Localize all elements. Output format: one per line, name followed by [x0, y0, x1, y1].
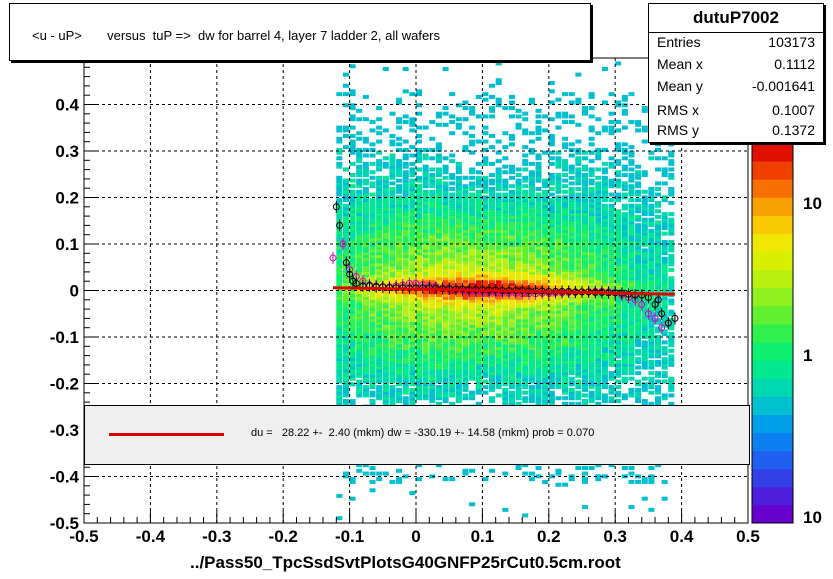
stats-label: RMS x [657, 102, 699, 118]
y-tick-label: -0.4 [50, 468, 80, 487]
palette-cell [752, 504, 793, 524]
magenta-profile-point [658, 324, 666, 332]
palette-cell [752, 269, 793, 289]
stats-value: -0.001641 [751, 78, 815, 94]
palette-cell [752, 233, 793, 253]
x-tick-label: -0.4 [136, 527, 166, 546]
palette-cell [752, 305, 793, 325]
stats-row-entries: Entries 103173 [657, 34, 815, 54]
palette-cell [752, 468, 793, 488]
stats-value: 103173 [768, 34, 815, 50]
magenta-profile-point [339, 240, 347, 248]
x-tick-label: 0 [411, 527, 420, 546]
fit-legend: du = 28.22 +- 2.40 (mkm) dw = -330.19 +-… [84, 405, 750, 465]
title-box: <u - uP> versus tuP => dw for barrel 4, … [9, 3, 591, 61]
y-tick-label: -0.3 [50, 421, 79, 440]
x-tick-label: -0.3 [202, 527, 231, 546]
y-tick-label: 0.3 [55, 142, 79, 161]
black-profile-point [664, 319, 672, 327]
black-profile-point [342, 259, 350, 267]
x-tick-label: 0.3 [603, 527, 627, 546]
chart-title: <u - uP> versus tuP => dw for barrel 4, … [32, 28, 441, 43]
stats-label: Entries [657, 34, 701, 50]
palette-cell [752, 287, 793, 307]
stats-value: 0.1372 [772, 122, 815, 138]
stats-label: Mean x [657, 56, 703, 72]
magenta-profile-point [638, 300, 646, 308]
stats-row-rms-x: RMS x 0.1007 [657, 102, 815, 122]
stats-box: dutuP7002 Entries 103173 Mean x 0.1112 M… [648, 3, 824, 143]
palette-cell [752, 486, 793, 506]
color-palette: 1 10 10 [751, 142, 822, 527]
palette-cell [752, 143, 793, 162]
z-tick-label: 1 [803, 346, 812, 365]
palette-frame [751, 142, 794, 524]
magenta-profile-point [329, 254, 337, 262]
stats-value: 0.1112 [774, 56, 815, 72]
palette-cell [752, 251, 793, 271]
palette-cell [752, 396, 793, 415]
black-profile-point [336, 221, 344, 229]
palette-cell [752, 342, 793, 361]
fit-line [332, 286, 675, 296]
black-profile-point [332, 203, 340, 211]
palette-cell [752, 179, 793, 198]
magenta-profile-point [651, 314, 659, 322]
stats-divider [649, 32, 823, 33]
x-tick-label: 0.4 [670, 527, 694, 546]
black-profile-point [346, 270, 354, 278]
fit-legend-swatch [109, 433, 224, 436]
y-tick-label: -0.5 [50, 514, 79, 533]
y-tick-label: -0.1 [50, 328, 79, 347]
stats-label: Mean y [657, 78, 703, 94]
palette-cell [752, 323, 793, 343]
palette-cell [752, 414, 793, 434]
y-tick-label: 0 [70, 282, 79, 301]
palette-cell [752, 450, 793, 470]
z-tick-label: 10 [803, 194, 822, 213]
palette-cell [752, 161, 793, 180]
black-profile-point [671, 314, 679, 322]
palette-cell [752, 378, 793, 397]
x-tick-label: -0.1 [335, 527, 364, 546]
x-tick-label: -0.2 [269, 527, 298, 546]
palette-cell [752, 432, 793, 452]
y-tick-label: 0.1 [55, 235, 79, 254]
stats-row-rms-y: RMS y 0.1372 [657, 122, 815, 142]
x-tick-label: -0.5 [69, 527, 98, 546]
black-profile-point [654, 296, 662, 304]
magenta-profile-point [644, 310, 652, 318]
black-profile-point [658, 310, 666, 318]
stats-value: 0.1007 [772, 102, 815, 118]
stats-row-mean-x: Mean x 0.1112 [657, 56, 815, 76]
y-tick-label: 0.2 [55, 189, 79, 208]
stats-label: RMS y [657, 122, 699, 138]
y-tick-label: 0.4 [55, 96, 79, 115]
x-tick-label: 0.2 [537, 527, 561, 546]
fit-legend-text: du = 28.22 +- 2.40 (mkm) dw = -330.19 +-… [251, 427, 595, 439]
x-tick-label: 0.5 [736, 527, 760, 546]
y-tick-label: -0.2 [50, 375, 79, 394]
x-axis-title: ../Pass50_TpcSsdSvtPlotsG40GNFP25rCut0.5… [190, 553, 621, 572]
z-tick-label: 10 [803, 508, 822, 527]
palette-cell [752, 197, 793, 216]
stats-name: dutuP7002 [693, 8, 779, 27]
stats-row-mean-y: Mean y -0.001641 [657, 78, 815, 98]
black-profile-point [352, 280, 360, 288]
palette-cell [752, 360, 793, 379]
axes: -0.5 -0.4 -0.3 -0.2 -0.1 0 0.1 0.2 0.3 0.4 0.5 -0.5… [50, 57, 760, 546]
palette-cell [752, 215, 793, 234]
x-tick-label: 0.1 [471, 527, 495, 546]
